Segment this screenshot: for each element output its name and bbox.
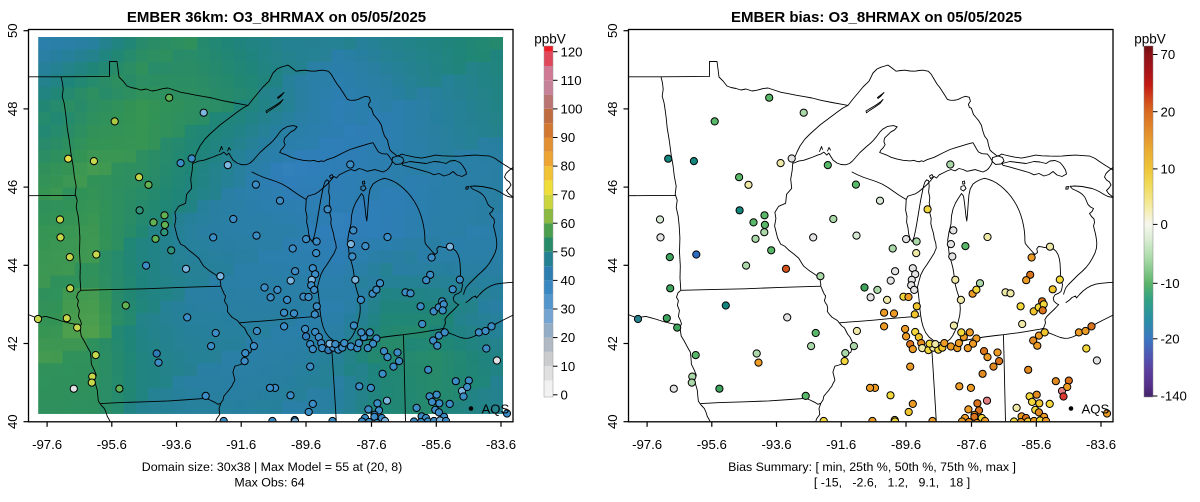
svg-text:-97.6: -97.6 [32,437,62,452]
svg-text:20: 20 [561,330,576,345]
svg-text:EMBER bias: O3_8HRMAX on 05/05: EMBER bias: O3_8HRMAX on 05/05/2025 [731,9,1022,26]
svg-text:AQS: AQS [482,402,510,417]
svg-text:80: 80 [561,159,576,174]
svg-text:100: 100 [561,102,583,117]
svg-text:-91.6: -91.6 [826,437,856,452]
svg-text:10: 10 [561,359,576,374]
svg-text:60: 60 [561,216,576,231]
svg-text:-89.6: -89.6 [291,437,321,452]
svg-text:Max Obs: 64: Max Obs: 64 [234,476,304,490]
svg-text:50: 50 [561,244,576,259]
svg-text:42: 42 [605,336,620,351]
svg-text:40: 40 [605,414,620,429]
svg-text:90: 90 [561,130,576,145]
svg-text:46: 46 [605,180,620,195]
svg-text:50: 50 [5,23,20,38]
svg-text:20: 20 [1161,104,1176,119]
svg-text:ppbV: ppbV [1134,32,1166,47]
svg-text:-140: -140 [1161,389,1187,404]
svg-text:-89.6: -89.6 [891,437,921,452]
svg-text:-85.6: -85.6 [1021,437,1051,452]
svg-text:10: 10 [1161,162,1176,177]
svg-text:-87.6: -87.6 [956,437,986,452]
svg-text:40: 40 [5,414,20,429]
svg-text:46: 46 [5,180,20,195]
svg-text:-93.6: -93.6 [761,437,791,452]
svg-text:[ -15, -2.6, 1.2, 9.1,: [ -15, -2.6, 1.2, 9.1, 18 ] [814,476,970,490]
svg-text:70: 70 [561,187,576,202]
svg-text:EMBER 36km: O3_8HRMAX on 05/05: EMBER 36km: O3_8HRMAX on 05/05/2025 [127,9,426,26]
svg-text:Bias Summary: [ min, 25th %, 5: Bias Summary: [ min, 25th %, 50th %, 75t… [728,460,1016,474]
svg-text:120: 120 [561,44,583,59]
svg-text:Domain size: 30x38 | Max Model: Domain size: 30x38 | Max Model = 55 at (… [142,460,402,474]
svg-text:42: 42 [5,336,20,351]
svg-text:ppbV: ppbV [534,32,566,47]
svg-text:AQS: AQS [1082,402,1110,417]
svg-text:70: 70 [1161,47,1176,62]
svg-text:-83.6: -83.6 [486,437,516,452]
svg-text:30: 30 [561,302,576,317]
svg-text:0: 0 [561,387,568,402]
svg-text:-95.6: -95.6 [97,437,127,452]
svg-text:50: 50 [605,23,620,38]
svg-text:-85.6: -85.6 [421,437,451,452]
svg-text:-83.6: -83.6 [1086,437,1116,452]
svg-text:-97.6: -97.6 [632,437,662,452]
svg-text:44: 44 [5,258,20,273]
svg-text:-91.6: -91.6 [226,437,256,452]
svg-text:110: 110 [561,73,582,88]
svg-text:-87.6: -87.6 [356,437,386,452]
svg-text:48: 48 [605,102,620,117]
svg-text:-95.6: -95.6 [697,437,727,452]
svg-text:-10: -10 [1161,276,1180,291]
svg-text:-20: -20 [1161,331,1180,346]
svg-text:48: 48 [5,102,20,117]
svg-text:-93.6: -93.6 [161,437,191,452]
svg-text:44: 44 [605,258,620,273]
svg-text:0: 0 [1161,217,1168,232]
svg-text:40: 40 [561,273,576,288]
